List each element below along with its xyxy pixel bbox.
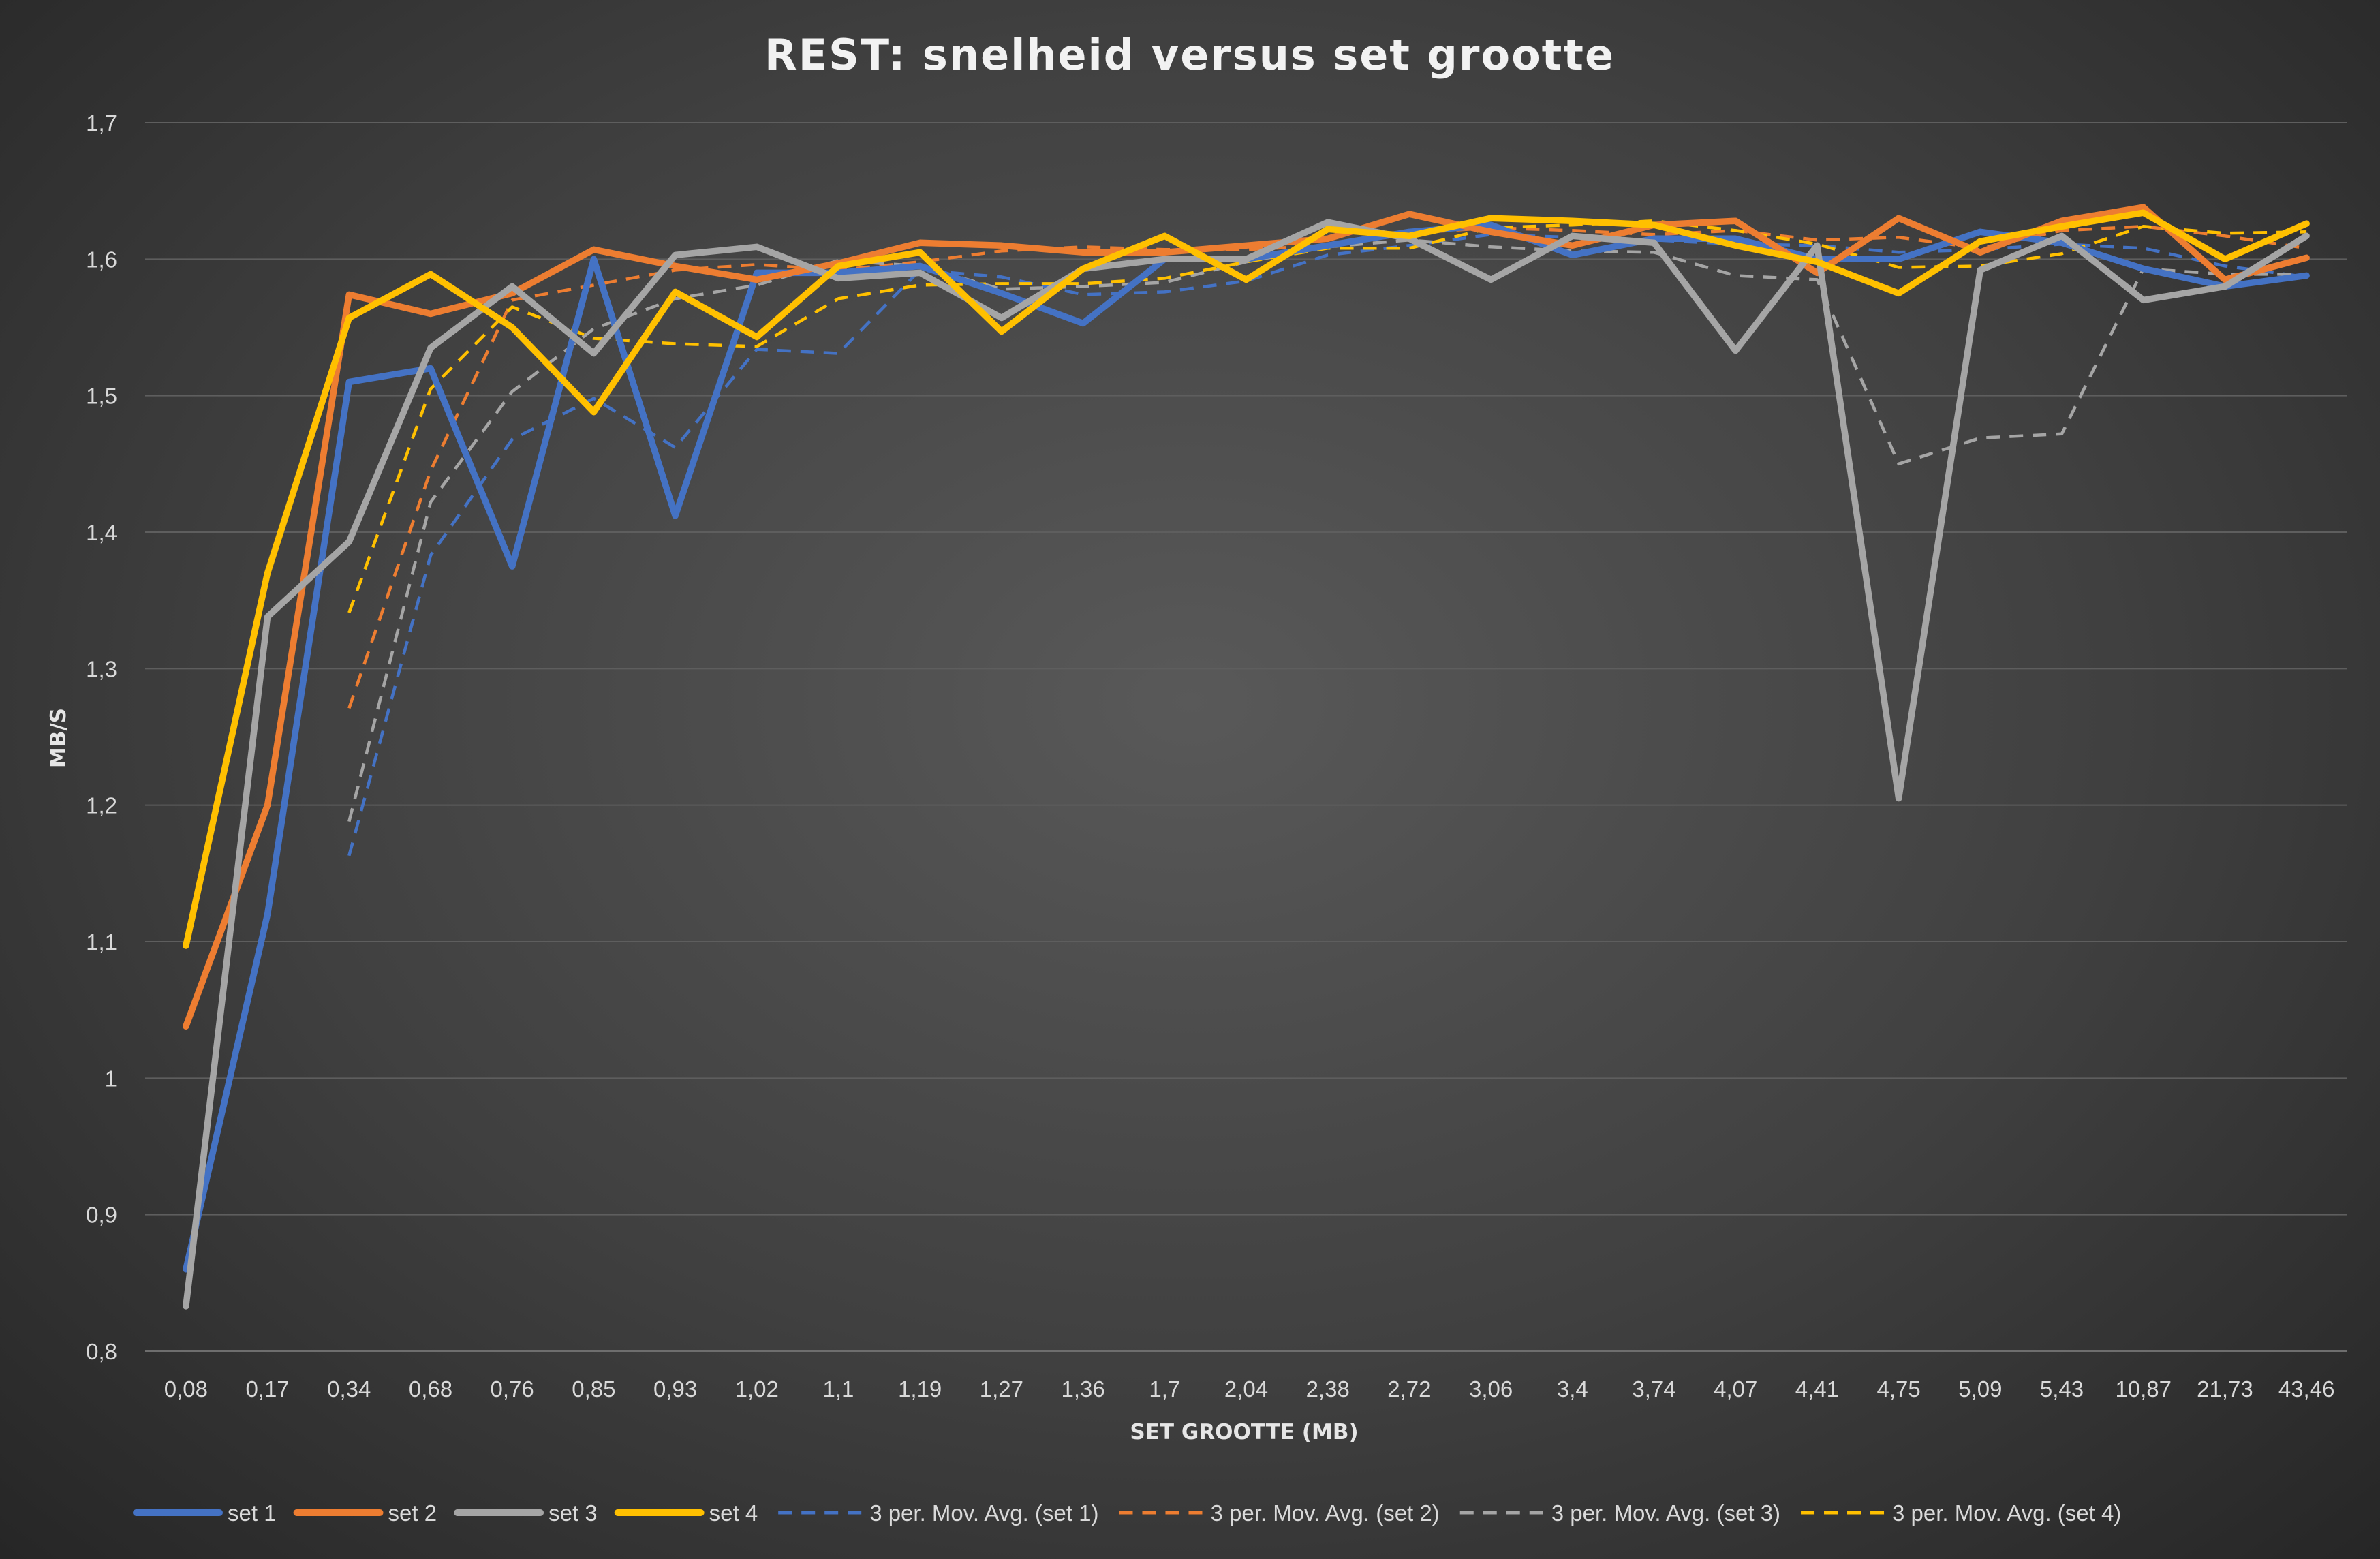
series-line-2: [183, 204, 2310, 1030]
x-tick-label: 21,73: [2197, 1376, 2253, 1402]
legend-label: set 1: [228, 1500, 277, 1526]
y-tick-label: 1,6: [86, 247, 117, 272]
legend-item: 3 per. Mov. Avg. (set 3): [1459, 1500, 1780, 1526]
x-tick-label: 3,06: [1469, 1376, 1513, 1402]
x-tick-label: 1,27: [980, 1376, 1023, 1402]
x-tick-label: 0,85: [572, 1376, 615, 1402]
legend-label: 3 per. Mov. Avg. (set 3): [1551, 1500, 1780, 1526]
x-tick-label: 1,36: [1061, 1376, 1104, 1402]
legend-label: set 2: [388, 1500, 437, 1526]
legend-item: set 4: [614, 1500, 758, 1526]
x-tick-label: 2,04: [1224, 1376, 1268, 1402]
x-tick-label: 2,38: [1306, 1376, 1350, 1402]
legend-item: set 2: [293, 1500, 437, 1526]
x-tick-label: 5,43: [2040, 1376, 2084, 1402]
x-tick-label: 3,4: [1557, 1376, 1588, 1402]
x-tick-label: 5,09: [1958, 1376, 2002, 1402]
x-tick-label: 4,75: [1877, 1376, 1921, 1402]
series-lines: [183, 204, 2310, 1310]
x-tick-label: 1,1: [823, 1376, 854, 1402]
chart-title: REST: snelheid versus set grootte: [764, 30, 1615, 80]
y-tick-label: 1,5: [86, 384, 117, 409]
x-tick-label: 0,34: [327, 1376, 371, 1402]
x-tick-label: 1,19: [898, 1376, 942, 1402]
x-tick-label: 1,7: [1149, 1376, 1180, 1402]
legend: set 1 set 2 set 3 set 4 3 per. Mov. Avg. (se…: [133, 1500, 2121, 1526]
y-tick-label: 1,3: [86, 656, 117, 681]
x-tick-label: 0,93: [653, 1376, 697, 1402]
x-tick-label: 10,87: [2115, 1376, 2172, 1402]
legend-label: set 3: [548, 1500, 598, 1526]
y-tick-label: 0,9: [86, 1203, 117, 1228]
x-axis-ticks: 0,08 0,17 0,34 0,68 0,76 0,85 0,93 1,02 1,1 1,19 1…: [164, 1376, 2335, 1402]
x-tick-label: 0,08: [164, 1376, 208, 1402]
y-tick-label: 1: [105, 1066, 117, 1091]
y-tick-label: 1,7: [86, 110, 117, 136]
x-tick-label: 0,17: [245, 1376, 289, 1402]
y-axis-title: MB/S: [46, 708, 71, 768]
legend-label: set 4: [709, 1500, 758, 1526]
series-line-4: [183, 209, 2310, 949]
x-tick-label: 0,76: [491, 1376, 534, 1402]
x-tick-label: 0,68: [409, 1376, 452, 1402]
moving-average-line-5: [347, 233, 2307, 856]
legend-item: 3 per. Mov. Avg. (set 1): [778, 1500, 1098, 1526]
y-tick-label: 1,2: [86, 793, 117, 818]
y-tick-label: 0,8: [86, 1339, 117, 1364]
y-axis-ticks: 0,8 0,9 1 1,1 1,2 1,3 1,4 1,5 1,6 1,7: [86, 110, 117, 1364]
legend-label: 3 per. Mov. Avg. (set 1): [869, 1500, 1098, 1526]
x-tick-label: 2,72: [1387, 1376, 1431, 1402]
legend-item: set 1: [133, 1500, 277, 1526]
series-line-3: [183, 219, 2310, 1310]
legend-item: 3 per. Mov. Avg. (set 2): [1119, 1500, 1440, 1526]
y-tick-label: 1,1: [86, 929, 117, 955]
moving-average-line-7: [347, 238, 2307, 822]
legend-label: 3 per. Mov. Avg. (set 4): [1892, 1500, 2121, 1526]
series-line-1: [183, 221, 2310, 1273]
y-tick-label: 1,4: [86, 520, 117, 545]
x-tick-label: 1,02: [735, 1376, 779, 1402]
x-tick-label: 4,41: [1795, 1376, 1839, 1402]
x-tick-label: 3,74: [1632, 1376, 1675, 1402]
legend-item: set 3: [454, 1500, 598, 1526]
x-tick-label: 4,07: [1714, 1376, 1757, 1402]
x-tick-label: 43,46: [2278, 1376, 2335, 1402]
legend-item: 3 per. Mov. Avg. (set 4): [1801, 1500, 2121, 1526]
legend-label: 3 per. Mov. Avg. (set 2): [1210, 1500, 1439, 1526]
x-axis-title: SET GROOTTE (MB): [1130, 1420, 1358, 1445]
